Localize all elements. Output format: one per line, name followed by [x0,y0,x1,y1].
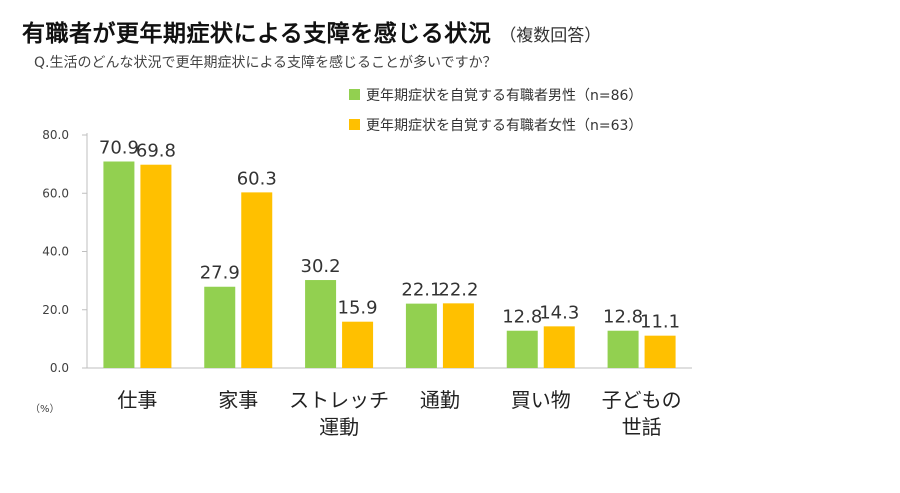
bar-female [241,192,273,368]
bar-male [305,280,337,368]
legend-label: 更年期症状を自覚する有職者男性（n=86） [366,88,642,104]
y-tick-label: 80.0 [42,128,69,142]
bar-female [342,321,374,368]
data-label: 69.8 [136,141,176,162]
chart-title-row: 有職者が更年期症状による支障を感じる状況 （複数回答） [22,14,601,48]
chart-title-note: （複数回答） [499,26,602,46]
category-label: ストレッチ [289,388,389,412]
y-unit-label: （%） [30,403,60,415]
bar-male [204,286,236,368]
category-label: 家事 [218,388,258,412]
data-label: 60.3 [237,168,277,189]
data-label: 14.3 [539,302,579,323]
bar-female [442,303,474,368]
category-label: 運動 [319,415,359,439]
data-label: 15.9 [338,298,378,319]
bar-male [103,161,135,368]
legend-label: 更年期症状を自覚する有職者女性（n=63） [366,117,642,134]
data-label: 70.9 [99,138,139,159]
bar-female [140,164,172,368]
bar-male [405,303,437,368]
bar-male [607,330,639,368]
bar-female [543,326,575,368]
data-label: 11.1 [640,312,680,333]
category-label: 仕事 [117,388,157,412]
legend-swatch [349,89,360,100]
bar-male [506,330,538,368]
survey-question: Q.生活のどんな状況で更年期症状による支障を感じることが多いですか？ [34,55,497,71]
y-tick-label: 20.0 [42,303,69,317]
data-label: 12.8 [502,307,542,328]
y-tick-label: 40.0 [42,245,69,259]
data-label: 30.2 [301,256,341,277]
data-label: 12.8 [603,307,643,328]
chart-title: 有職者が更年期症状による支障を感じる状況 [22,21,492,47]
data-label: 27.9 [200,263,240,284]
bar-female [644,335,676,368]
data-label: 22.1 [401,280,441,301]
y-tick-label: 60.0 [42,186,69,200]
y-tick-label: 0.0 [50,361,69,375]
category-label: 世話 [622,415,662,439]
legend-swatch [349,119,360,130]
category-label: 通勤 [420,388,460,412]
data-label: 22.2 [438,279,478,300]
category-label: 買い物 [511,388,571,412]
category-label: 子どもの [602,388,682,412]
